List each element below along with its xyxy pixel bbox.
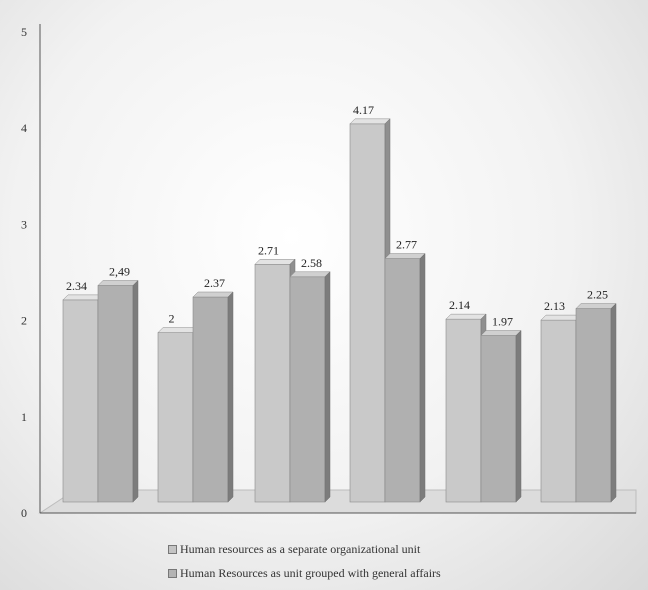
bar-series-2 (289, 276, 326, 503)
data-label: 2.14 (449, 298, 470, 312)
bar-top-series-2 (289, 271, 331, 278)
y-tick-label: 5 (21, 25, 27, 39)
bar-side-series-2 (610, 302, 617, 503)
bar-series-1 (157, 332, 194, 503)
bar-side-series-2 (324, 271, 331, 503)
data-label: 2,49 (109, 264, 130, 278)
bar-top-series-2 (575, 303, 617, 309)
bar-side-series-2 (227, 291, 234, 503)
y-tick-label: 1 (21, 410, 27, 424)
bar-side-series-2 (419, 252, 426, 503)
bar-series-2 (97, 285, 134, 503)
bar-series-1 (540, 319, 577, 503)
bar-top-series-1 (62, 294, 104, 301)
bar-top-series-2 (480, 330, 522, 336)
data-label: 2.77 (396, 238, 417, 252)
legend: Human resources as a separate organizati… (168, 540, 441, 588)
bar-series-2 (192, 296, 229, 503)
bar-top-series-1 (157, 327, 199, 333)
legend-label-series-1: Human resources as a separate organizati… (180, 541, 421, 556)
legend-item-series-2: Human Resources as unit grouped with gen… (168, 564, 441, 582)
data-label: 2.71 (258, 243, 279, 257)
y-tick-label: 0 (21, 506, 27, 520)
data-label: 4.17 (353, 103, 374, 117)
legend-item-series-1: Human resources as a separate organizati… (168, 540, 441, 558)
bar-side-series-2 (132, 279, 139, 503)
bar-series-1 (254, 263, 291, 503)
bar-top-series-1 (445, 313, 487, 320)
y-tick-label: 3 (21, 217, 27, 231)
data-label: 2 (169, 312, 175, 326)
bar-top-series-1 (254, 259, 296, 265)
bar-top-series-2 (384, 253, 426, 259)
bar-top-series-1 (540, 314, 582, 321)
legend-label-series-2: Human Resources as unit grouped with gen… (180, 565, 441, 580)
bar-top-series-2 (97, 280, 139, 286)
bar-series-2 (575, 308, 612, 503)
data-label: 2.34 (66, 279, 87, 293)
legend-swatch-series-2 (168, 568, 177, 578)
data-label: 2.37 (204, 276, 225, 290)
bar-series-1 (349, 123, 386, 503)
legend-swatch-series-1 (168, 544, 177, 554)
data-label: 2.58 (301, 256, 322, 270)
bar-series-1 (62, 299, 99, 503)
data-label: 2.13 (544, 299, 565, 313)
bar-series-2 (384, 258, 421, 503)
bar-side-series-2 (515, 329, 522, 503)
data-label: 2.25 (587, 288, 608, 302)
bar-series-1 (445, 318, 482, 503)
y-tick-label: 2 (21, 314, 27, 328)
data-label: 1.97 (492, 314, 513, 328)
bar-top-series-1 (349, 118, 391, 125)
y-tick-label: 4 (21, 121, 27, 135)
bar-series-2 (480, 335, 517, 503)
bar-top-series-2 (192, 291, 234, 298)
